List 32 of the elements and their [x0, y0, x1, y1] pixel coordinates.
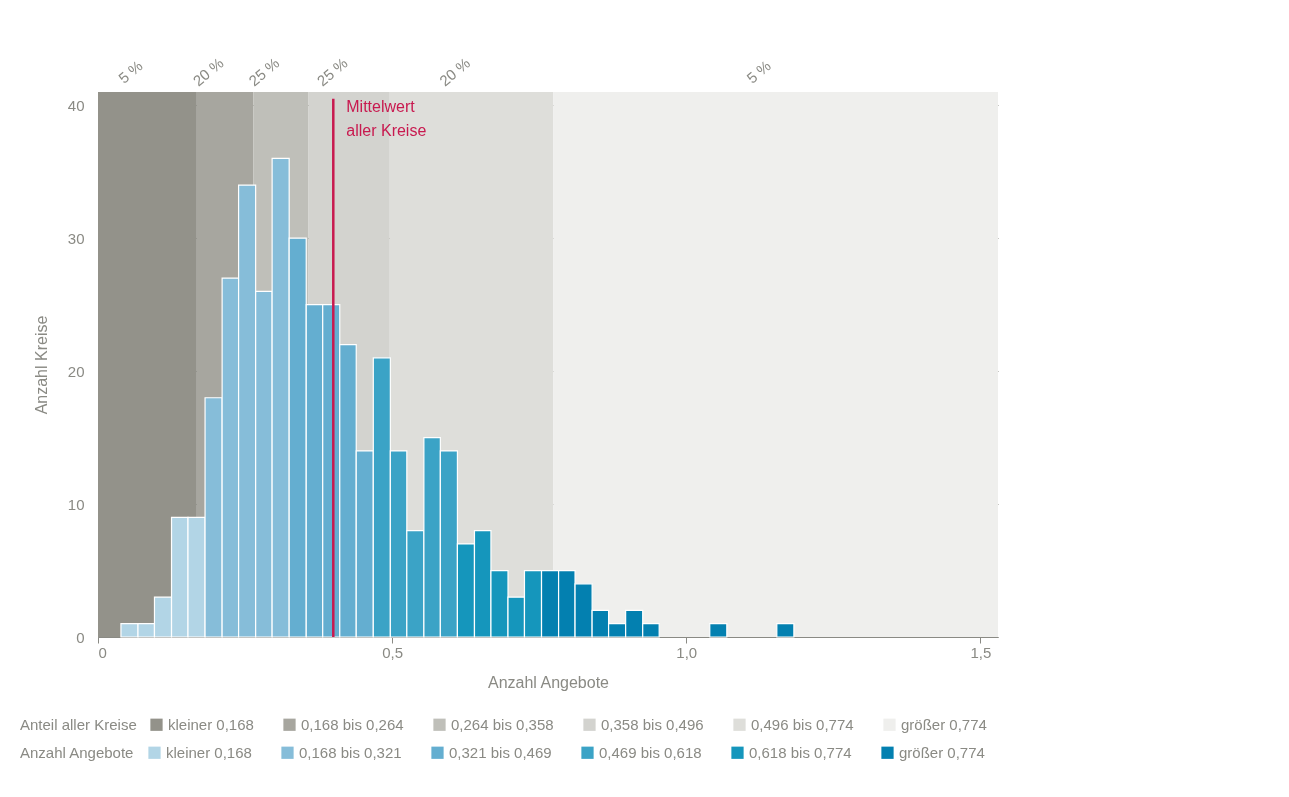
ref-line-label: Mittelwert aller Kreise	[346, 97, 427, 139]
legend-label: kleiner 0,168	[168, 715, 254, 733]
legend-label: 0,496 bis 0,774	[751, 715, 854, 733]
legend-label: 0,168 bis 0,321	[299, 743, 402, 761]
y-tick-label: 30	[67, 229, 85, 247]
text: Anteil aller Kreise	[20, 716, 137, 733]
y-axis-title: Anzahl Kreise	[32, 315, 50, 415]
legend-label: 0,321 bis 0,469	[449, 743, 552, 761]
legend-label: größer 0,774	[901, 715, 987, 733]
y-tick-label: 10	[67, 495, 85, 513]
text: 20 %	[435, 54, 474, 90]
text: 25 %	[313, 54, 351, 90]
text: 5 %	[743, 56, 774, 87]
x-tick-label: 1,5	[970, 643, 992, 661]
legend-label: 0,168 bis 0,264	[301, 715, 404, 733]
legend-title: Anzahl Angebote	[20, 744, 134, 761]
legend-label: 0,469 bis 0,618	[599, 743, 702, 761]
y-tick-label: 20	[67, 362, 85, 380]
legend-label: 0,358 bis 0,496	[601, 715, 704, 733]
legend-label: 0,618 bis 0,774	[749, 743, 852, 761]
y-tick-label: 0	[76, 628, 85, 646]
y-tick-label: 40	[67, 96, 85, 114]
text: 5 %	[115, 56, 146, 87]
x-tick-label: 0,5	[382, 643, 404, 661]
legend-label: kleiner 0,168	[166, 743, 252, 761]
legend-label: größer 0,774	[899, 743, 985, 761]
x-axis-title: Anzahl Angebote	[488, 673, 610, 691]
text: 25 %	[245, 54, 283, 90]
legend-label: 0,264 bis 0,358	[451, 715, 554, 733]
text: 20 %	[189, 54, 227, 90]
x-tick-label: 1,0	[676, 643, 698, 661]
x-tick-label: 0	[98, 643, 107, 661]
